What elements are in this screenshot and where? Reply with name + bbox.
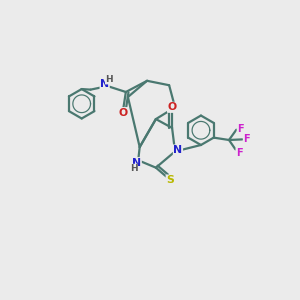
Text: O: O xyxy=(167,102,177,112)
Text: N: N xyxy=(132,158,141,168)
Text: H: H xyxy=(130,164,138,173)
Text: N: N xyxy=(100,79,109,89)
Text: F: F xyxy=(237,124,244,134)
Text: O: O xyxy=(119,108,128,118)
Text: S: S xyxy=(166,175,174,185)
Text: F: F xyxy=(236,148,243,158)
Text: H: H xyxy=(105,75,113,84)
Text: F: F xyxy=(243,134,250,144)
Text: N: N xyxy=(173,145,182,155)
